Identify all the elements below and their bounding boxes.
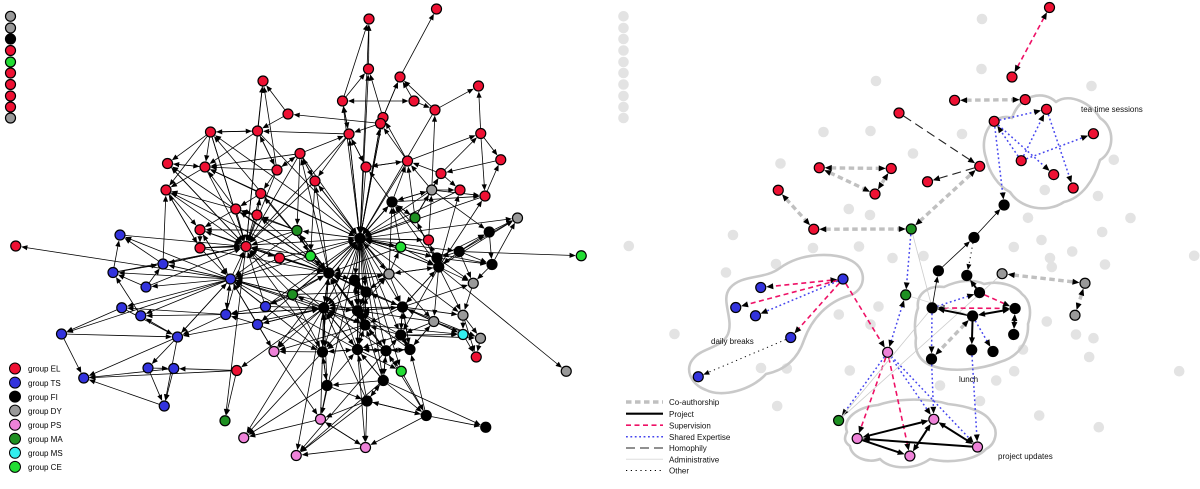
svg-text:Administrative: Administrative: [669, 455, 720, 464]
svg-text:group MS: group MS: [28, 449, 63, 458]
svg-text:group TS: group TS: [28, 379, 61, 388]
svg-text:group DY: group DY: [28, 407, 62, 416]
svg-text:group CE: group CE: [28, 463, 62, 472]
svg-text:Supervision: Supervision: [669, 421, 711, 430]
svg-text:Shared Expertise: Shared Expertise: [669, 433, 731, 442]
svg-text:group FI: group FI: [28, 393, 58, 402]
svg-text:Project: Project: [669, 410, 695, 419]
svg-text:daily breaks: daily breaks: [711, 337, 754, 346]
svg-text:Co-authorship: Co-authorship: [669, 398, 720, 407]
svg-text:project updates: project updates: [998, 452, 1053, 461]
svg-text:tea time sessions: tea time sessions: [1081, 105, 1143, 114]
svg-text:group EL: group EL: [28, 365, 61, 374]
svg-text:group MA: group MA: [28, 435, 63, 444]
svg-text:lunch: lunch: [959, 375, 978, 384]
svg-text:Homophily: Homophily: [669, 444, 707, 453]
svg-text:group PS: group PS: [28, 421, 61, 430]
svg-text:Other: Other: [669, 467, 689, 476]
